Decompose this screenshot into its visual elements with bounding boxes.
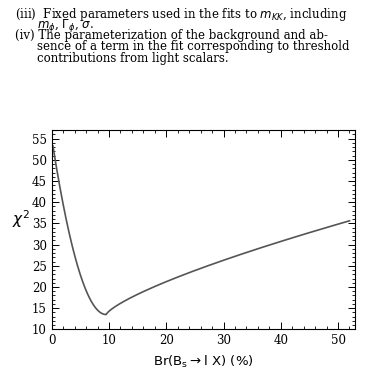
Text: (iii)  Fixed parameters used in the fits to $m_{KK}$, including: (iii) Fixed parameters used in the fits … [15,6,347,23]
Text: (iv) The parameterization of the background and ab-: (iv) The parameterization of the backgro… [15,29,328,42]
Text: $m_{\phi}$, $\Gamma_{\phi}$, $\sigma$.: $m_{\phi}$, $\Gamma_{\phi}$, $\sigma$. [37,17,94,34]
Text: contributions from light scalars.: contributions from light scalars. [37,52,229,65]
Text: sence of a term in the fit corresponding to threshold: sence of a term in the fit corresponding… [37,40,350,53]
Y-axis label: $\chi^2$: $\chi^2$ [12,208,30,230]
X-axis label: $\mathrm{Br(B_s \rightarrow l\ X)\ (\%)}$: $\mathrm{Br(B_s \rightarrow l\ X)\ (\%)}… [153,354,254,370]
